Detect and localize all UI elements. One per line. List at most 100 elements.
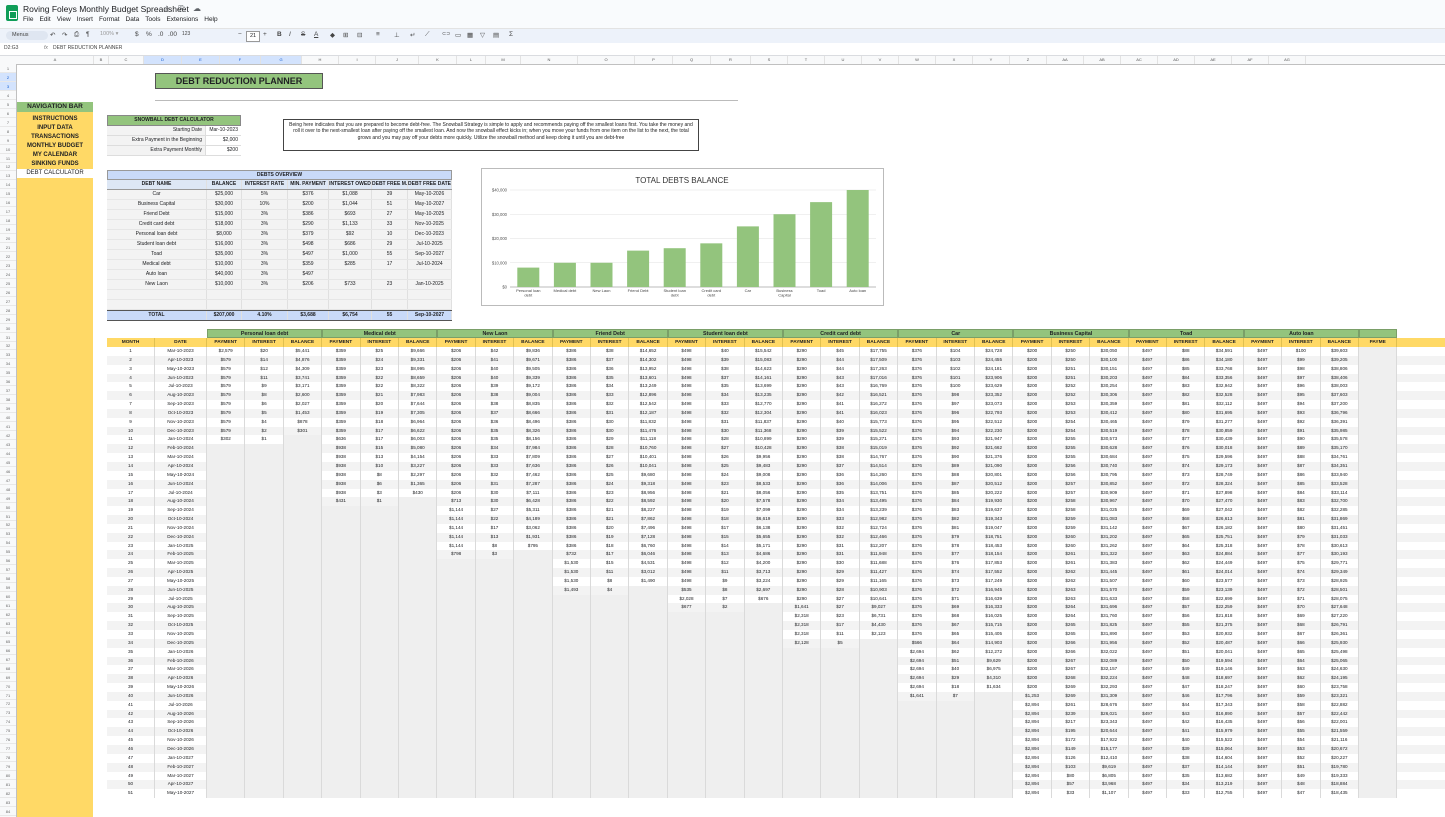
schedule-cell[interactable]: $15,083 xyxy=(745,355,783,365)
row-header[interactable]: 63 xyxy=(0,619,16,628)
schedule-cell[interactable]: $359 xyxy=(322,373,361,383)
schedule-cell[interactable]: $1,490 xyxy=(629,576,668,586)
schedule-cell[interactable]: $938 xyxy=(322,479,361,489)
overview-cell[interactable]: Personal loan debt xyxy=(107,230,207,239)
schedule-cell[interactable]: $497 xyxy=(1129,515,1167,524)
schedule-cell[interactable] xyxy=(437,780,476,790)
schedule-cell[interactable] xyxy=(475,656,515,666)
schedule-cell[interactable]: $579 xyxy=(207,417,246,427)
schedule-cell[interactable]: $1,634 xyxy=(975,683,1014,692)
schedule-cell[interactable]: $497 xyxy=(1244,515,1283,524)
schedule-cell[interactable] xyxy=(437,647,476,657)
schedule-cell[interactable]: $68 xyxy=(1282,621,1321,630)
schedule-cell[interactable]: $30,909 xyxy=(1090,488,1129,498)
schedule-cell[interactable]: $2,894 xyxy=(1013,780,1052,790)
schedule-cell[interactable] xyxy=(475,771,515,781)
row-header[interactable]: 71 xyxy=(0,691,16,700)
schedule-cell[interactable]: $19,637 xyxy=(975,506,1014,516)
schedule-cell[interactable]: $497 xyxy=(1129,691,1167,701)
percent-format-button[interactable]: % xyxy=(146,31,152,38)
schedule-cell[interactable]: $44 xyxy=(821,364,860,374)
schedule-cell[interactable]: $23,343 xyxy=(1090,718,1129,728)
schedule-cell[interactable]: 20 xyxy=(107,515,155,524)
schedule-cell[interactable]: $359 xyxy=(322,426,361,436)
schedule-cell[interactable] xyxy=(475,568,515,577)
schedule-cell[interactable]: $96 xyxy=(1282,382,1321,392)
schedule-cell[interactable]: $33,356 xyxy=(1205,373,1244,383)
schedule-cell[interactable] xyxy=(245,789,284,799)
schedule-cell[interactable] xyxy=(360,753,399,763)
text-color-button[interactable]: A xyxy=(314,31,319,38)
row-header[interactable]: 10 xyxy=(0,145,16,154)
schedule-cell[interactable]: $497 xyxy=(1129,559,1167,569)
schedule-cell[interactable]: $200 xyxy=(1013,647,1052,657)
schedule-cell[interactable] xyxy=(207,612,246,622)
schedule-cell[interactable] xyxy=(591,736,630,745)
schedule-cell[interactable]: Oct-10-2026 xyxy=(155,727,207,737)
column-header-b[interactable]: B xyxy=(94,56,109,64)
row-header[interactable]: 18 xyxy=(0,216,16,226)
schedule-cell[interactable]: $41 xyxy=(821,400,860,409)
overview-cell[interactable]: Dec-10-2023 xyxy=(408,230,452,239)
schedule-cell[interactable] xyxy=(245,709,284,719)
schedule-cell[interactable]: $18,884 xyxy=(1321,780,1359,790)
schedule-cell[interactable] xyxy=(283,576,323,586)
row-header[interactable]: 29 xyxy=(0,315,16,324)
schedule-cell[interactable]: $29,596 xyxy=(1205,453,1244,462)
schedule-cell[interactable]: $290 xyxy=(783,515,822,524)
schedule-cell[interactable]: $16,435 xyxy=(1205,718,1244,728)
schedule-cell[interactable]: $26,021 xyxy=(1090,709,1129,719)
schedule-cell[interactable]: $497 xyxy=(1244,718,1283,728)
schedule-cell[interactable] xyxy=(514,753,553,763)
schedule-cell[interactable] xyxy=(475,647,515,657)
schedule-cell[interactable]: $7 xyxy=(706,594,745,604)
schedule-cell[interactable]: $28,075 xyxy=(1321,594,1359,604)
schedule-cell[interactable] xyxy=(629,612,668,622)
overview-cell[interactable] xyxy=(372,290,408,299)
schedule-cell[interactable]: $269 xyxy=(1052,683,1091,692)
overview-total-cell[interactable]: $207,000 xyxy=(207,311,242,320)
schedule-cell[interactable]: $10,641 xyxy=(860,594,899,604)
schedule-cell[interactable]: $206 xyxy=(437,444,476,454)
schedule-cell[interactable]: $64 xyxy=(937,638,975,648)
schedule-cell[interactable]: $497 xyxy=(1129,568,1167,577)
schedule-cell[interactable]: $12,410 xyxy=(1090,753,1129,763)
schedule-cell[interactable]: $2,894 xyxy=(1013,789,1052,799)
schedule-cell[interactable]: $7,111 xyxy=(514,488,553,498)
schedule-cell[interactable] xyxy=(514,665,553,675)
row-header[interactable]: 48 xyxy=(0,485,16,494)
schedule-cell[interactable]: $83 xyxy=(937,506,975,516)
schedule-cell[interactable] xyxy=(1359,691,1398,701)
schedule-cell[interactable] xyxy=(207,568,246,577)
schedule-cell[interactable]: $92 xyxy=(1282,417,1321,427)
schedule-cell[interactable]: $62 xyxy=(1282,674,1321,684)
schedule-cell[interactable]: $69 xyxy=(1167,506,1206,516)
schedule-cell[interactable]: $498 xyxy=(668,568,707,577)
schedule-cell[interactable] xyxy=(207,550,246,560)
schedule-cell[interactable] xyxy=(475,780,515,790)
schedule-cell[interactable] xyxy=(706,683,745,692)
schedule-cell[interactable]: $579 xyxy=(207,373,246,383)
overview-cell[interactable] xyxy=(207,290,242,299)
schedule-cell[interactable] xyxy=(399,771,438,781)
nav-item-transactions[interactable]: TRANSACTIONS xyxy=(31,134,79,140)
schedule-cell[interactable] xyxy=(322,736,361,745)
schedule-cell[interactable]: $19,047 xyxy=(975,523,1014,533)
menu-edit[interactable]: Edit xyxy=(39,16,51,23)
schedule-cell[interactable]: $200 xyxy=(1013,683,1052,692)
schedule-cell[interactable]: $19,594 xyxy=(1205,656,1244,666)
schedule-cell[interactable]: $27 xyxy=(821,594,860,604)
schedule-cell[interactable]: $376 xyxy=(898,612,937,622)
schedule-cell[interactable]: $497 xyxy=(1244,576,1283,586)
row-header[interactable]: 33 xyxy=(0,350,16,360)
schedule-cell[interactable]: $86 xyxy=(1282,470,1321,480)
schedule-cell[interactable]: $9 xyxy=(245,382,284,392)
schedule-cell[interactable] xyxy=(821,647,860,657)
schedule-cell[interactable]: $497 xyxy=(1244,400,1283,409)
schedule-cell[interactable] xyxy=(322,550,361,560)
schedule-cell[interactable]: $200 xyxy=(1013,515,1052,524)
schedule-cell[interactable] xyxy=(399,789,438,799)
overview-cell[interactable]: 3% xyxy=(242,210,288,219)
print-icon[interactable]: ⎙ xyxy=(74,31,80,38)
schedule-cell[interactable] xyxy=(783,683,822,692)
